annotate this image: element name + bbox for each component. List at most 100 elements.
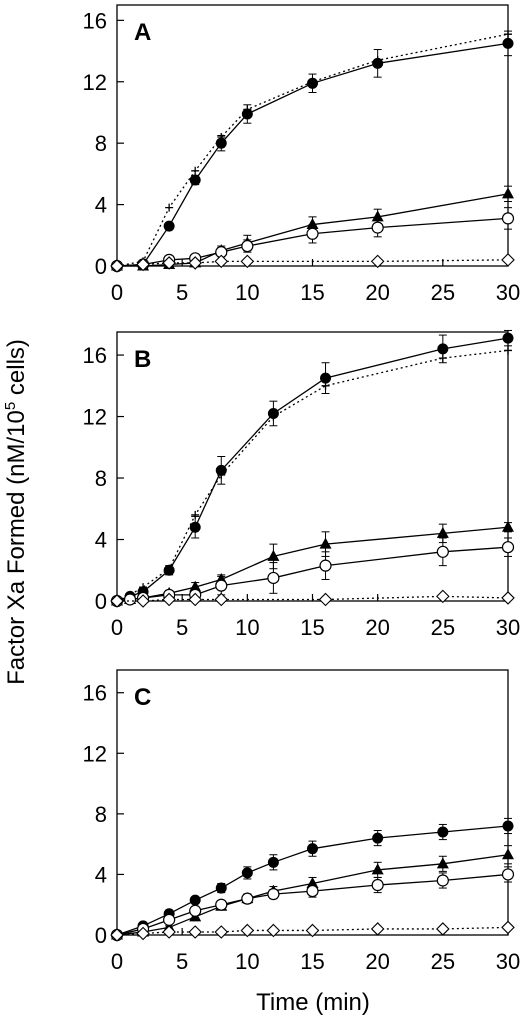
panel-b-xtick-label: 20 <box>365 615 389 640</box>
panel-b-series-open-diamond-point <box>162 592 176 607</box>
panel-c-letter: C <box>134 684 151 711</box>
panel-c-series-open-circle-point <box>241 892 254 905</box>
panel-c-series-open-diamond-point <box>188 925 202 939</box>
panel-c-series-filled-circle-point <box>267 856 279 868</box>
panel-a-series-filled-circle-point <box>163 220 175 232</box>
panel-b-series-filled-circle-point <box>189 521 201 533</box>
panel-c-series-open-circle-point <box>189 904 202 917</box>
panel-a-series-plus-point <box>308 77 317 86</box>
panel-a-xtick-label: 10 <box>235 280 259 305</box>
panel-b-xtick-label: 30 <box>496 615 520 640</box>
panel-c-series-filled-circle-point <box>307 843 318 855</box>
panel-c-ytick-label: 12 <box>83 741 107 766</box>
panel-b-series-open-diamond-point <box>501 591 515 605</box>
panel-c-series-open-diamond-point <box>501 920 515 935</box>
panel-c-xtick-label: 30 <box>496 949 520 974</box>
panel-a-series-filled-triangle-point <box>502 187 514 199</box>
panel-a-series-plus-line <box>116 33 509 267</box>
panel-a-ytick-label: 16 <box>83 8 107 33</box>
y-axis-title-exponent: 5 <box>2 402 19 410</box>
panel-c-xtick-label: 20 <box>365 949 389 974</box>
panel-b-series-filled-triangle-point <box>436 526 449 538</box>
panel-c-series-filled-circle-point <box>189 894 201 906</box>
panel-a-letter: A <box>134 19 151 46</box>
panel-c-series-open-diamond-point <box>305 923 320 938</box>
panel-b-series-open-circle-line <box>116 546 509 602</box>
panel-a-series-open-diamond-point <box>188 256 202 270</box>
panel-b-series-filled-triangle-line <box>116 526 509 602</box>
panel-c-ytick-label: 0 <box>95 923 107 948</box>
panel-c-series-open-circle-point <box>163 913 176 926</box>
panel-a-series-plus-point <box>165 203 174 212</box>
panel-a-series-plus-point <box>373 56 382 65</box>
panel-b-series-open-circle-point <box>436 545 449 558</box>
panel-a-series-open-diamond-point <box>240 254 255 269</box>
y-axis-title-tail: cells) <box>3 339 30 402</box>
panel-c-series-open-diamond-point <box>436 922 450 936</box>
panel-a-series-open-diamond-point <box>136 257 150 272</box>
panel-c-series-open-diamond-point <box>266 923 281 938</box>
panel-b-series-open-circle-point <box>319 559 332 572</box>
panel-b-series-plus-point <box>139 583 148 592</box>
panel-c-series-filled-triangle-point <box>436 857 449 869</box>
panel-c-series-filled-circle-point <box>437 826 449 838</box>
panel-c-xtick-label: 10 <box>235 949 259 974</box>
panel-c-series-filled-circle <box>111 817 514 941</box>
panel-b-series-filled-triangle-point <box>267 549 280 561</box>
panel-a-series-filled-circle-point <box>241 108 253 120</box>
panel-c-series-open-diamond <box>110 920 515 942</box>
panel-b: 0 4 8 12 16 0 5 10 15 20 25 30 B <box>83 329 520 640</box>
panel-b-xtick-label: 15 <box>300 615 324 640</box>
panel-b-series-plus-point <box>191 510 200 519</box>
panel-c-series-open-circle-point <box>436 874 449 887</box>
panel-c-series-filled-circle-point <box>241 867 253 879</box>
panel-b-series-open-diamond-point <box>188 592 202 607</box>
panel-c-series-open-circle-point <box>215 898 228 911</box>
panel-a-ytick-label: 4 <box>95 193 107 218</box>
panel-a-series-open-diamond-point <box>370 254 385 269</box>
panel-b-series-plus-line <box>116 349 509 602</box>
panel-b-series-filled-triangle-point <box>319 537 332 549</box>
panel-b-series-plus-point <box>321 381 330 390</box>
panel-c-series-filled-triangle-point <box>502 848 514 860</box>
panel-c-series-open-diamond-point <box>110 928 124 942</box>
panel-b-series-open-diamond-point <box>436 589 450 604</box>
panel-b-series-plus-point <box>438 354 447 363</box>
panel-b-series-plus-point <box>269 412 278 421</box>
panel-a-ytick-label: 8 <box>95 131 107 156</box>
panel-c-xtick-label: 0 <box>111 949 123 974</box>
panel-b-series-open-circle-point <box>123 593 137 606</box>
panel-c-series-filled-circle-point <box>372 832 384 844</box>
panel-a-series-filled-triangle-point <box>306 218 319 230</box>
panel-b-xtick-label: 25 <box>431 615 455 640</box>
panel-a-xtick-label: 15 <box>300 280 324 305</box>
panel-b-series-plus-point <box>165 564 174 573</box>
panel-c-xtick-label: 25 <box>431 949 455 974</box>
panel-b-ytick-label: 4 <box>95 528 107 553</box>
panel-c-series-filled-circle-point <box>215 882 227 894</box>
panel-a-xtick-label: 25 <box>431 280 455 305</box>
panel-a-series-open-circle-point <box>371 221 384 234</box>
panel-a-series-filled-circle-point <box>189 174 201 186</box>
panel-a-ytick-label: 12 <box>83 70 107 95</box>
panel-a-series-open-diamond-point <box>162 256 176 270</box>
panel-b-series-filled-circle <box>111 329 514 607</box>
panel-b-xtick-label: 5 <box>176 615 188 640</box>
panel-b-letter: B <box>134 346 151 373</box>
panel-a-series-plus-point <box>504 30 512 39</box>
panel-a: 0 4 8 12 16 0 5 10 15 20 25 30 A <box>83 4 520 305</box>
panel-a-ytick-label: 0 <box>95 254 107 279</box>
panel-c-series-filled-circle-point <box>502 820 514 832</box>
panel-b-series-filled-circle-point <box>502 332 514 344</box>
panel-c-ytick-label: 16 <box>83 681 107 706</box>
panel-b-series-filled-circle-point <box>215 464 227 476</box>
panel-c-ytick-label: 8 <box>95 802 107 827</box>
x-axis-title: Time (min) <box>256 989 370 1016</box>
panel-c-series-open-circle-point <box>501 868 515 881</box>
panel-b-xtick-label: 10 <box>235 615 259 640</box>
panel-a-series-open-circle-point <box>306 227 319 240</box>
panel-c-ytick-label: 4 <box>95 862 107 887</box>
panel-a-series-open-circle-point <box>501 212 515 225</box>
panel-a-xtick-label: 20 <box>365 280 389 305</box>
